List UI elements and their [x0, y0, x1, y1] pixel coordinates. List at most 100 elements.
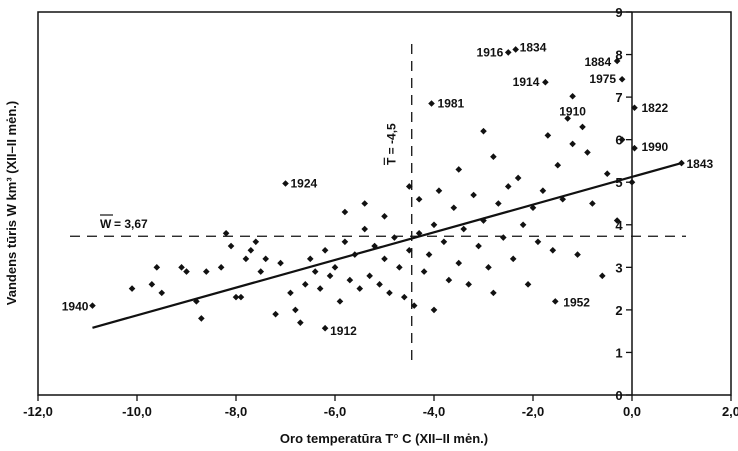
point-label-1916: 1916: [477, 45, 504, 59]
data-point: [584, 149, 591, 156]
mean-t-annotation: T = -4,5: [385, 123, 399, 165]
labeled-point-1924: [282, 180, 289, 187]
labeled-point-1940: [89, 302, 96, 309]
labeled-point-1912: [322, 325, 329, 332]
plot-frame: [38, 12, 731, 395]
mean-w-value: = 3,67: [114, 217, 148, 231]
data-point: [297, 319, 304, 326]
data-point: [569, 141, 576, 148]
data-point: [485, 264, 492, 271]
data-point: [366, 273, 373, 280]
labeled-point-1910: [569, 93, 576, 100]
labeled-point-1952: [552, 298, 559, 305]
data-point: [446, 277, 453, 284]
y-tick-label: 3: [615, 260, 622, 275]
data-point: [322, 247, 329, 254]
data-point: [460, 226, 467, 233]
data-point: [352, 251, 359, 258]
point-label-1822: 1822: [641, 101, 668, 115]
x-axis-ticks: -12,0 -10,0 -8,0 -6,0 -4,0 -2,0 0,0 2,0: [23, 395, 738, 419]
data-point: [149, 281, 156, 288]
trend-line: [92, 163, 681, 328]
data-point: [302, 281, 309, 288]
data-point: [158, 290, 165, 297]
data-point: [317, 285, 324, 292]
labeled-point-1914: [542, 79, 549, 86]
point-label-1952: 1952: [563, 295, 590, 309]
data-point: [490, 153, 497, 160]
data-point: [441, 239, 448, 246]
data-point: [545, 132, 552, 139]
x-tick-label: -8,0: [225, 404, 247, 419]
point-label-1912: 1912: [330, 324, 357, 338]
mean-t-text: T = -4,5: [385, 123, 399, 165]
data-point: [178, 264, 185, 271]
data-point: [238, 294, 245, 301]
data-point: [342, 239, 349, 246]
data-point: [223, 230, 230, 237]
x-axis-title: Oro temperatūra T° C (XII–II mėn.): [280, 431, 488, 446]
data-point: [455, 260, 462, 267]
mean-w-symbol: W: [100, 217, 112, 231]
labeled-point-1834: [512, 46, 519, 53]
data-point: [243, 256, 250, 263]
data-point: [589, 200, 596, 207]
point-label-1975: 1975: [589, 72, 616, 86]
x-tick-label: -2,0: [522, 404, 544, 419]
y-tick-label: 1: [615, 345, 622, 360]
data-point: [361, 200, 368, 207]
data-point: [475, 243, 482, 250]
data-point: [332, 264, 339, 271]
data-point: [495, 200, 502, 207]
data-point: [500, 234, 507, 241]
data-point: [337, 298, 344, 305]
point-label-1884: 1884: [584, 55, 611, 69]
data-point: [277, 260, 284, 267]
point-label-1924: 1924: [291, 176, 318, 190]
data-point: [431, 221, 438, 228]
point-label-1910: 1910: [559, 104, 586, 118]
data-point: [416, 196, 423, 203]
data-point: [312, 268, 319, 275]
data-point: [604, 170, 611, 177]
y-tick-label: 9: [615, 5, 622, 20]
data-point: [327, 273, 334, 280]
data-point: [203, 268, 210, 275]
x-tick-label: -4,0: [423, 404, 445, 419]
point-label-1834: 1834: [520, 40, 547, 54]
mean-t-value: = -4,5: [385, 123, 399, 158]
data-point: [401, 294, 408, 301]
data-point: [470, 192, 477, 199]
data-point: [381, 256, 388, 263]
data-point: [253, 239, 260, 246]
data-point: [421, 268, 428, 275]
data-point: [356, 285, 363, 292]
data-point: [396, 264, 403, 271]
data-point: [391, 234, 398, 241]
data-point: [629, 179, 636, 186]
data-point: [386, 290, 393, 297]
data-point: [505, 183, 512, 190]
point-label-1981: 1981: [438, 96, 465, 110]
data-point: [287, 290, 294, 297]
x-tick-label: -12,0: [23, 404, 53, 419]
data-points: [129, 115, 636, 326]
data-point: [262, 256, 269, 263]
data-point: [272, 311, 279, 318]
data-point: [381, 213, 388, 220]
data-point: [129, 285, 136, 292]
x-tick-label: -10,0: [122, 404, 152, 419]
data-point: [525, 281, 532, 288]
data-point: [342, 209, 349, 216]
data-point: [510, 256, 517, 263]
x-tick-label: 0,0: [623, 404, 641, 419]
data-point: [431, 307, 438, 314]
data-point: [535, 239, 542, 246]
point-label-1914: 1914: [513, 75, 540, 89]
y-tick-label: 0: [615, 388, 622, 403]
y-axis-ticks: 0 1 2 3 4 5 6 7 8 9: [615, 5, 632, 403]
data-point: [451, 204, 458, 211]
data-point: [540, 187, 547, 194]
data-point: [361, 226, 368, 233]
